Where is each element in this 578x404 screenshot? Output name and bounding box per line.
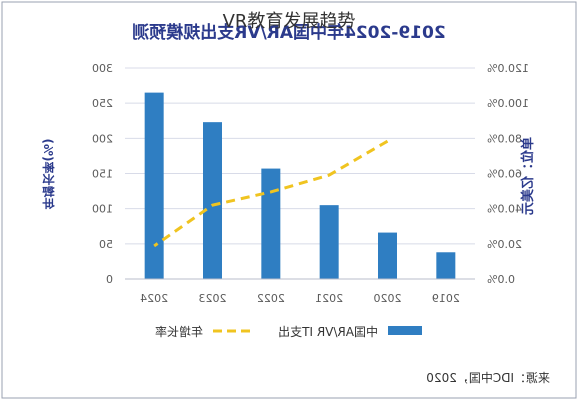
percent-axis-tick-label: 20.0% — [487, 238, 522, 251]
bar-axis-tick-label: 200 — [92, 132, 113, 145]
bar-axis-title: 单位：亿美元 — [520, 137, 536, 215]
x-tick-label: 2024 — [140, 292, 168, 305]
legend-label-bar: 中国AR/VR IT支出 — [278, 324, 378, 339]
bar-axis-tick-label: 150 — [92, 168, 113, 181]
bar-2022 — [261, 169, 280, 279]
bar-2019 — [436, 252, 455, 279]
percent-axis-tick-label: 40.0% — [487, 203, 522, 216]
percent-axis-title: 年增长率(%) — [41, 139, 56, 210]
x-tick-label: 2022 — [257, 292, 285, 305]
x-tick-label: 2019 — [432, 292, 460, 305]
bar-axis-tick-label: 0 — [106, 273, 113, 286]
percent-axis-tick-label: 120.0% — [487, 62, 529, 75]
bar-2023 — [203, 122, 222, 279]
bar-2024 — [145, 93, 164, 279]
x-tick-label: 2021 — [315, 292, 343, 305]
bar-2021 — [320, 205, 339, 279]
page-title: VR教育发展趋势 — [0, 7, 578, 33]
legend-swatch-bar — [388, 326, 422, 335]
x-tick-label: 2020 — [374, 292, 402, 305]
percent-axis-tick-label: 60.0% — [487, 168, 522, 181]
bar-2020 — [378, 233, 397, 279]
legend-label-line: 年增长率 — [155, 324, 203, 339]
x-tick-label: 2023 — [199, 292, 227, 305]
bar-axis-tick-label: 50 — [99, 238, 113, 251]
percent-axis-tick-label: 80.0% — [487, 132, 522, 145]
bar-axis-tick-label: 100 — [92, 203, 113, 216]
bar-axis-tick-label: 300 — [92, 62, 113, 75]
percent-axis-tick-label: 0.0% — [487, 273, 515, 286]
percent-axis-tick-label: 100.0% — [487, 97, 529, 110]
source-note: 来源：IDC中国，2020 — [426, 370, 550, 385]
bar-axis-tick-label: 250 — [92, 97, 113, 110]
